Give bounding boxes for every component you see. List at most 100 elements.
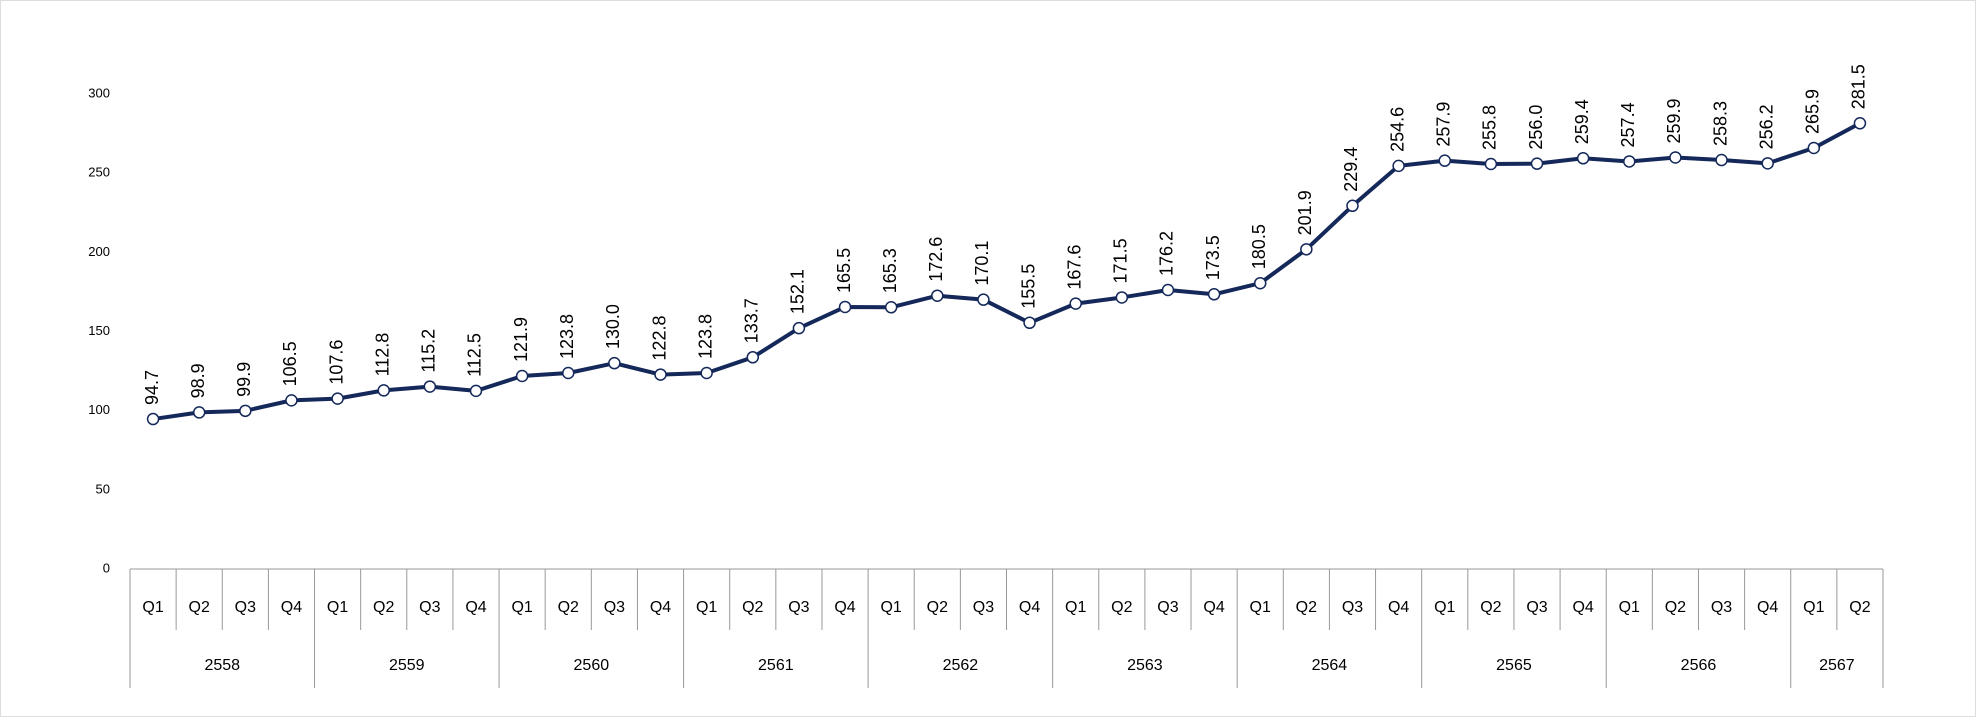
marker [1438,154,1451,167]
x-tick-label: Q2 [1111,599,1132,616]
x-tick-label: Q4 [1019,599,1040,616]
marker [1669,151,1682,164]
marker [423,380,437,393]
x-tick-label: Q1 [327,599,348,616]
marker [1761,157,1774,170]
data-label: 133.7 [742,298,762,343]
x-tick-label: Q1 [696,599,717,616]
data-label: 112.8 [372,333,392,377]
marker [931,289,944,302]
data-label: 257.9 [1434,102,1454,147]
x-tick-label: Q1 [1803,599,1824,616]
group-label: 2559 [389,657,425,674]
group-label: 2560 [574,657,610,674]
x-tick-label: Q3 [419,599,440,616]
x-tick-label: Q4 [650,599,671,616]
x-tick-label: Q2 [558,599,579,616]
x-tick-label: Q1 [142,599,163,616]
marker [285,394,298,407]
marker [1392,159,1405,173]
marker [1484,157,1498,171]
x-tick-label: Q1 [880,599,901,616]
marker [977,293,990,306]
data-label: 112.5 [465,333,485,377]
x-tick-label: Q2 [189,599,210,616]
x-tick-label: Q4 [465,599,486,616]
x-tick-label: Q3 [1711,599,1732,616]
group-label: 2566 [1681,657,1717,674]
data-label: 98.9 [188,363,208,398]
group-label: 2558 [204,657,240,674]
x-tick-label: Q1 [1619,599,1640,616]
x-tick-label: Q1 [1250,599,1271,616]
data-label: 99.9 [234,362,254,397]
x-tick-label: Q4 [834,599,855,616]
data-label: 229.4 [1341,147,1361,192]
data-label: 155.5 [1018,264,1038,309]
marker [1623,155,1636,168]
group-label: 2562 [943,657,979,674]
group-label: 2563 [1127,657,1163,674]
x-tick-label: Q2 [1296,599,1317,616]
data-label: 170.1 [972,241,992,286]
marker [1207,288,1221,301]
marker [792,321,806,335]
marker [1253,276,1267,290]
marker [1069,297,1082,310]
x-tick-label: Q2 [1849,599,1870,616]
marker [1576,152,1590,165]
marker [884,301,898,314]
data-label: 152.1 [788,269,808,314]
data-label: 107.6 [326,340,346,385]
x-tick-label: Q1 [1065,599,1086,616]
x-tick-label: Q4 [1203,599,1224,616]
x-tick-label: Q2 [1480,599,1501,616]
line [152,121,1861,422]
x-tick-label: Q2 [1665,599,1686,616]
data-label: 165.3 [880,248,900,293]
marker [377,384,390,397]
y-tick-label: 0 [103,560,110,575]
x-tick-label: Q4 [1757,599,1778,616]
marker [146,412,160,426]
x-tick-label: Q4 [281,599,302,616]
data-label: 115.2 [419,329,439,373]
data-label: 122.8 [649,316,669,361]
x-tick-label: Q4 [1388,599,1409,616]
marker [331,392,344,405]
data-label: 257.4 [1618,102,1638,147]
marker [1023,316,1036,330]
data-label: 256.0 [1526,105,1546,150]
marker [1853,117,1867,130]
marker [1300,243,1313,256]
x-tick-label: Q3 [1526,599,1547,616]
data-label: 165.5 [834,248,854,293]
data-label: 281.5 [1849,64,1869,109]
y-tick-label: 300 [88,85,110,100]
y-tick-label: 150 [88,323,110,338]
data-label: 173.5 [1203,235,1223,280]
y-tick-label: 250 [88,165,110,180]
y-tick-label: 100 [88,402,110,417]
data-label: 180.5 [1249,224,1269,269]
marker [192,406,206,419]
group-label: 2561 [758,657,794,674]
data-label: 130.0 [603,304,623,349]
data-label: 94.7 [142,370,162,405]
marker [515,369,529,383]
x-tick-label: Q2 [373,599,394,616]
data-label: 201.9 [1295,190,1315,235]
data-label: 258.3 [1710,101,1730,146]
x-tick-label: Q3 [1342,599,1363,616]
data-label: 259.9 [1664,98,1684,143]
x-tick-label: Q1 [1434,599,1455,616]
data-label: 167.6 [1064,245,1084,290]
marker [700,366,713,380]
data-label: 123.8 [557,314,577,359]
x-tick-label: Q3 [788,599,809,616]
data-label: 255.8 [1480,105,1500,150]
marker [1715,153,1728,167]
x-tick-label: Q3 [235,599,256,616]
